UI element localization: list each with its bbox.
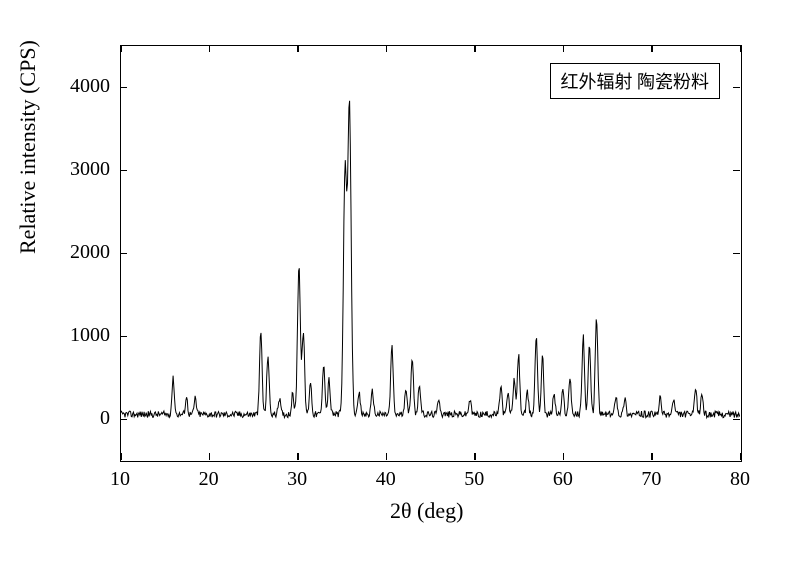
- x-tick: [740, 45, 742, 52]
- y-tick: [120, 87, 127, 89]
- y-tick: [733, 419, 740, 421]
- y-tick-label: 0: [50, 407, 110, 430]
- x-tick-label: 20: [199, 468, 219, 491]
- x-tick: [474, 453, 476, 460]
- y-tick: [733, 87, 740, 89]
- y-tick: [120, 253, 127, 255]
- y-tick-label: 3000: [50, 158, 110, 181]
- x-tick-label: 30: [287, 468, 307, 491]
- y-tick-label: 2000: [50, 241, 110, 264]
- x-tick: [386, 45, 388, 52]
- x-tick-label: 70: [641, 468, 661, 491]
- y-tick: [733, 336, 740, 338]
- xrd-line: [120, 101, 740, 418]
- y-tick-label: 1000: [50, 324, 110, 347]
- x-tick: [386, 453, 388, 460]
- y-tick-label: 4000: [50, 75, 110, 98]
- legend-box: 红外辐射 陶瓷粉料: [550, 63, 721, 99]
- y-tick: [120, 336, 127, 338]
- x-tick: [297, 453, 299, 460]
- x-tick: [120, 45, 122, 52]
- x-tick: [740, 453, 742, 460]
- x-tick: [209, 45, 211, 52]
- legend-text: 红外辐射 陶瓷粉料: [561, 72, 710, 92]
- y-tick: [120, 419, 127, 421]
- x-tick: [563, 453, 565, 460]
- x-tick-label: 60: [553, 468, 573, 491]
- x-tick: [474, 45, 476, 52]
- x-tick: [651, 45, 653, 52]
- x-tick: [209, 453, 211, 460]
- y-tick: [120, 170, 127, 172]
- x-tick-label: 40: [376, 468, 396, 491]
- x-tick: [120, 453, 122, 460]
- x-tick: [563, 45, 565, 52]
- y-tick: [733, 253, 740, 255]
- x-tick-label: 80: [730, 468, 750, 491]
- x-tick: [297, 45, 299, 52]
- xrd-chart: Relative intensity (CPS) 2θ (deg) 红外辐射 陶…: [0, 0, 800, 565]
- x-tick: [651, 453, 653, 460]
- x-tick-label: 50: [464, 468, 484, 491]
- x-tick-label: 10: [110, 468, 130, 491]
- y-tick: [733, 170, 740, 172]
- x-axis-label: 2θ (deg): [390, 498, 463, 524]
